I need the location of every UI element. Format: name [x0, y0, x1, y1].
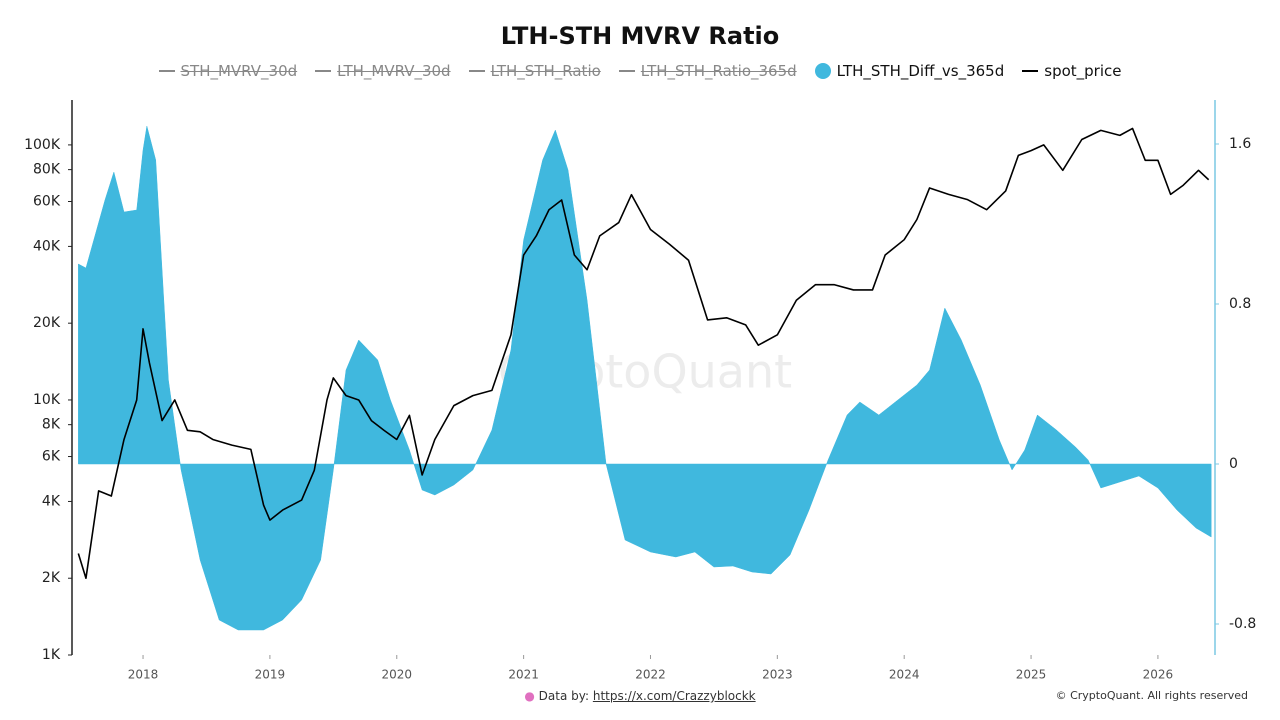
legend-item[interactable]: LTH_STH_Diff_vs_365d: [814, 62, 1005, 80]
legend-label: LTH_STH_Diff_vs_365d: [836, 62, 1005, 80]
legend-item[interactable]: spot_price: [1022, 62, 1121, 80]
x-tick-label: 2018: [128, 668, 159, 682]
y2-tick-label: 0.8: [1229, 296, 1251, 312]
source-icon: ●: [524, 689, 535, 703]
legend-swatch: [315, 70, 332, 72]
legend-label: LTH_STH_Ratio_365d: [640, 62, 797, 80]
y-tick-label: 20K: [33, 315, 61, 331]
legend-swatch: [1022, 70, 1039, 72]
x-tick-label: 2026: [1143, 668, 1174, 682]
legend-item[interactable]: STH_MVRV_30d: [158, 62, 298, 80]
source-prefix: Data by:: [538, 689, 590, 703]
x-tick-label: 2019: [255, 668, 286, 682]
y-tick-label: 80K: [33, 162, 61, 178]
x-tick-label: 2024: [889, 668, 920, 682]
legend-label: spot_price: [1044, 62, 1122, 80]
y2-tick-label: 0: [1229, 456, 1238, 472]
legend-swatch: [814, 63, 831, 79]
legend: STH_MVRV_30d LTH_MVRV_30d LTH_STH_Ratio LTH…: [0, 62, 1280, 80]
y-tick-label: 100K: [24, 137, 61, 153]
chart-title: LTH-STH MVRV Ratio: [501, 22, 780, 50]
y-tick-label: 60K: [33, 193, 61, 209]
x-tick-label: 2023: [762, 668, 793, 682]
area: [78, 125, 1212, 631]
y-tick-label: 4K: [42, 493, 61, 509]
legend-swatch: [158, 70, 175, 72]
legend-label: LTH_MVRV_30d: [337, 62, 451, 80]
legend-item[interactable]: LTH_STH_Ratio_365d: [618, 62, 797, 80]
legend-swatch: [468, 70, 485, 72]
legend-item[interactable]: LTH_MVRV_30d: [315, 62, 451, 80]
y-tick-label: 8K: [42, 417, 61, 433]
y-tick-label: 6K: [42, 449, 61, 465]
legend-swatch: [618, 70, 635, 72]
x-tick-label: 2021: [508, 668, 539, 682]
y-tick-label: 10K: [33, 392, 61, 408]
line: [77, 127, 1210, 580]
source-link[interactable]: https://x.com/Crazzyblockk: [592, 689, 756, 703]
source: ● Data by: https://x.com/Crazzyblockk: [0, 689, 1280, 703]
x-tick-label: 2020: [381, 668, 412, 682]
y2-tick-label: 1.6: [1229, 136, 1251, 152]
legend-item[interactable]: LTH_STH_Ratio: [468, 62, 601, 80]
x-tick-label: 2022: [635, 668, 666, 682]
y2-tick-label: -0.8: [1229, 616, 1256, 632]
y-tick-label: 40K: [33, 238, 61, 254]
copyright: © CryptoQuant. All rights reserved: [1055, 689, 1248, 702]
y-tick-label: 2K: [42, 570, 61, 586]
legend-label: STH_MVRV_30d: [180, 62, 298, 80]
x-tick-label: 2025: [1016, 668, 1047, 682]
legend-label: LTH_STH_Ratio: [490, 62, 601, 80]
y-tick-label: 1K: [42, 647, 61, 663]
